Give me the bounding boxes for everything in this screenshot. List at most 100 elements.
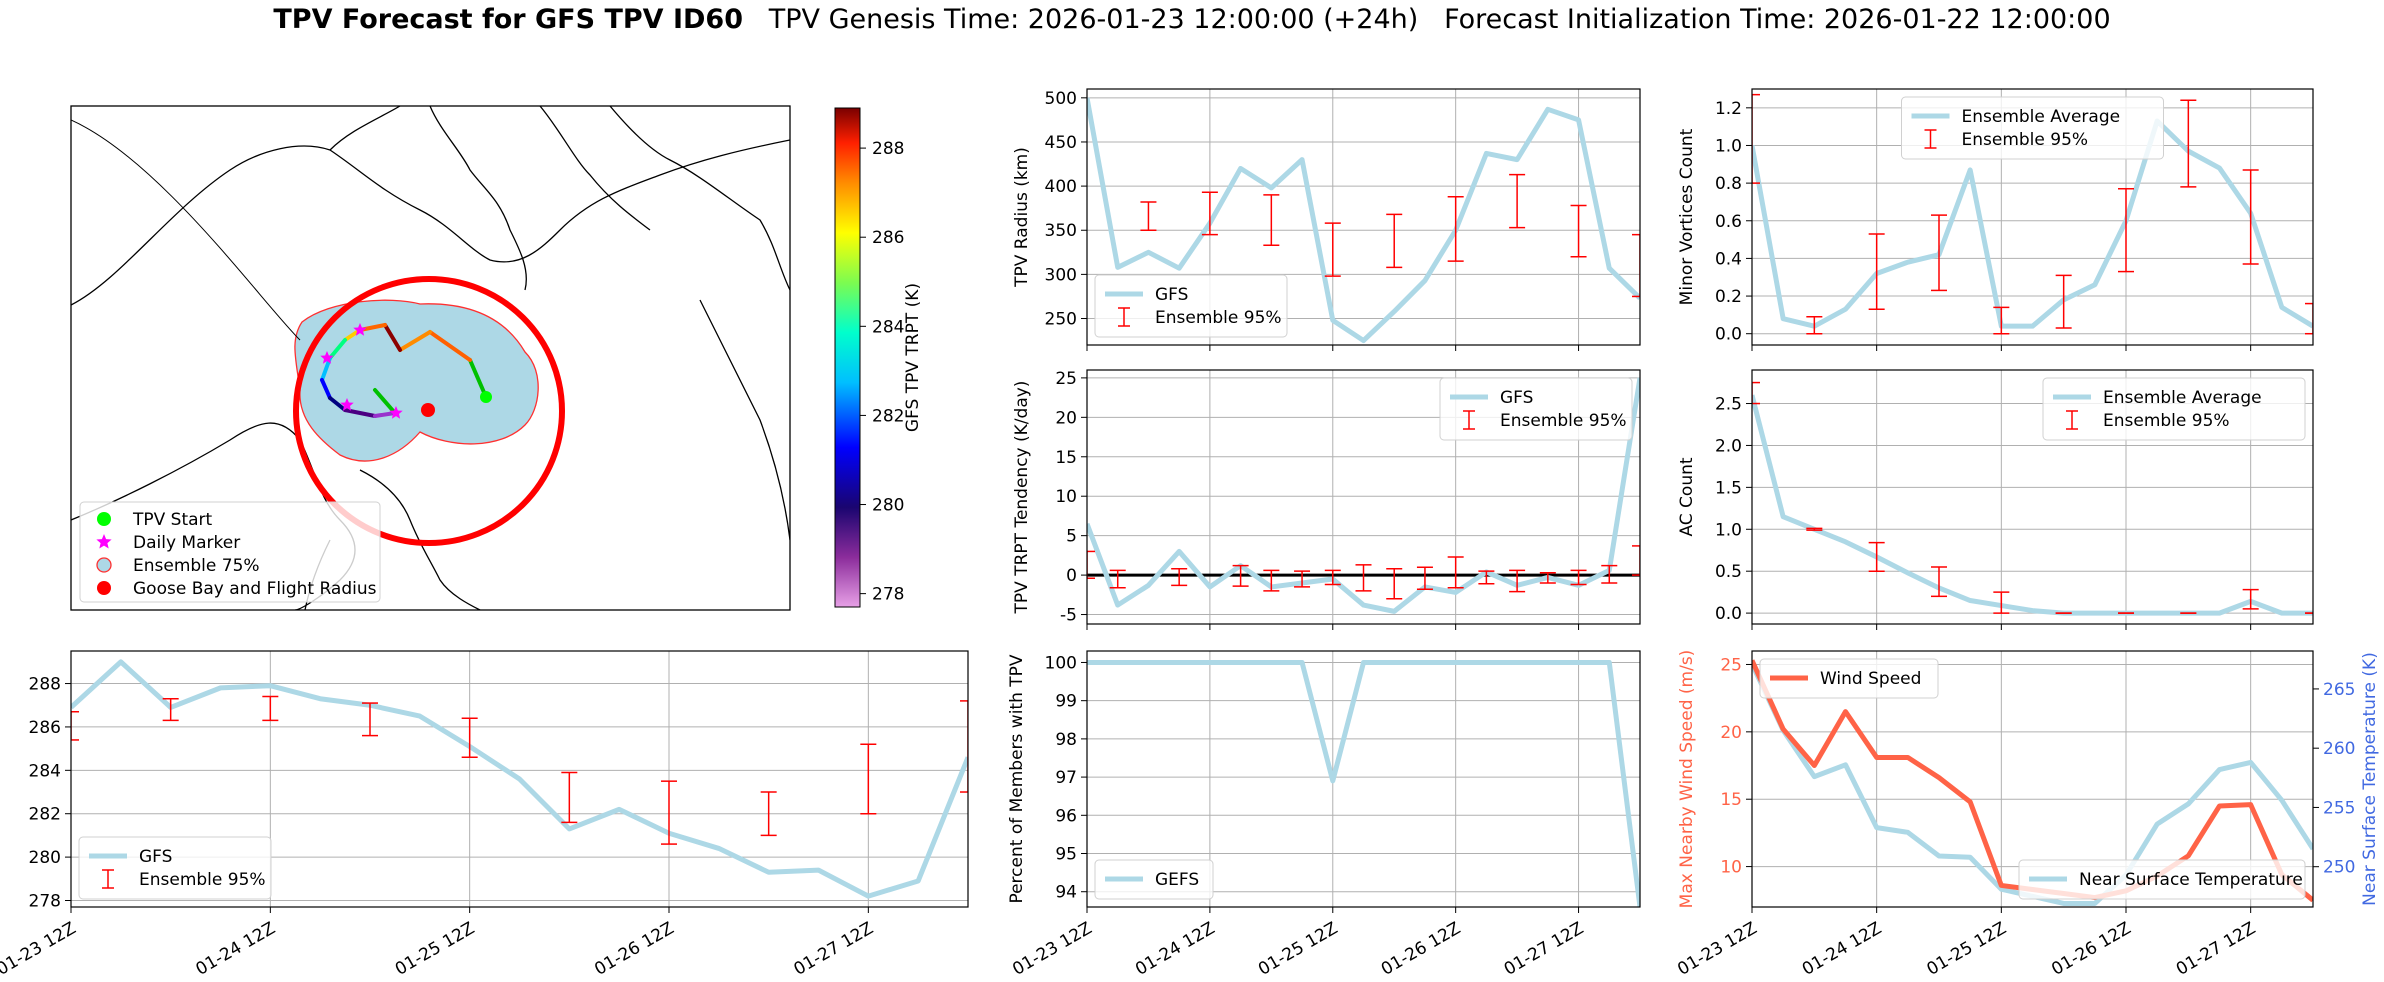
legend-frame xyxy=(1439,377,1633,441)
y-tick-label: 278 xyxy=(29,891,61,911)
errorbar xyxy=(2242,169,2259,265)
x-tick-label: 01-25 12Z xyxy=(392,918,478,979)
y-axis-label: Max Nearby Wind Speed (m/s) xyxy=(1677,650,1697,909)
y-tick-label: 280 xyxy=(29,848,61,868)
y-axis-label: Percent of Members with TPV xyxy=(1007,654,1027,903)
y-tick-label: 98 xyxy=(1055,730,1077,750)
panel-wind: 250 255 260 265 10 15 20 25 01-23 12Z 01-24 12Z 01… xyxy=(1674,650,2380,980)
errorbar xyxy=(1171,568,1188,587)
y-tick-label: 0.0 xyxy=(1715,604,1742,624)
y-tick-label: 250 xyxy=(1045,310,1077,330)
legend-frame xyxy=(2018,859,2306,900)
legend-entry: Wind Speed xyxy=(1820,669,1921,689)
errorbar xyxy=(1509,569,1526,593)
y-tick-label: 1.0 xyxy=(1715,520,1742,540)
y-tick-label: 300 xyxy=(1045,265,1077,285)
legend-entry: GFS xyxy=(1155,285,1188,305)
y-tick-label: 284 xyxy=(29,761,61,781)
legend-entry: Ensemble 95% xyxy=(1962,130,2089,150)
y2-axis-label: Near Surface Temperature (K) xyxy=(2360,652,2380,906)
errorbar xyxy=(2180,99,2197,188)
map-legend: TPV Start Daily Marker Ensemble 75% Goose B… xyxy=(79,501,381,603)
panel-trpt: 278 280 282 284 286 288 01-23 12Z 01-24 12Z 01-2… xyxy=(0,650,969,980)
border-line xyxy=(71,119,301,341)
y-tick-label: 94 xyxy=(1055,883,1077,903)
errorbar xyxy=(1993,591,2010,614)
figure-title-bold: TPV Forecast for GFS TPV ID60 xyxy=(273,4,743,35)
y-tick-label: 25 xyxy=(1055,369,1077,389)
errorbar xyxy=(1868,541,1885,572)
errorbar xyxy=(1447,195,1464,262)
y-axis-label: AC Count xyxy=(1677,457,1697,536)
errorbar xyxy=(1109,569,1126,589)
legend-entry: GFS xyxy=(1500,388,1533,408)
legend-entry: Ensemble 95% xyxy=(2103,411,2230,431)
y-tick-label: 288 xyxy=(29,675,61,695)
figure-title-genesis: TPV Genesis Time: 2026-01-23 12:00:00 (+… xyxy=(768,4,1419,35)
track-segment xyxy=(383,323,402,352)
colorbar-tick-label: 288 xyxy=(872,139,904,159)
legend-entry: TPV Start xyxy=(132,510,213,530)
legend-frame xyxy=(2042,377,2306,441)
errorbar xyxy=(1324,222,1341,277)
legend-ensemble-swatch xyxy=(96,557,112,573)
colorbar-tick-label: 282 xyxy=(872,406,904,426)
errorbar xyxy=(362,702,378,737)
series-line-gfs xyxy=(71,659,968,899)
plot-area xyxy=(1087,377,1640,614)
coastline-greenland xyxy=(609,106,790,541)
y-tick-label: 95 xyxy=(1055,845,1077,865)
plot-area xyxy=(1087,659,1640,907)
colorbar-tick-label: 278 xyxy=(872,585,904,605)
coastline-north-america xyxy=(71,139,790,306)
y-tick-label: 286 xyxy=(29,718,61,738)
axes-frame xyxy=(70,650,969,908)
legend-entry: GEFS xyxy=(1155,870,1199,890)
errorbar xyxy=(2055,274,2072,329)
daily-marker-star xyxy=(340,398,354,411)
legend-daily-swatch xyxy=(96,534,112,549)
series-line-ensemble-average xyxy=(1752,118,2313,329)
x-tick-label: 01-23 12Z xyxy=(0,918,80,979)
y-tick-label: 1.2 xyxy=(1715,99,1742,119)
errorbar xyxy=(960,700,968,793)
errorbar xyxy=(1201,191,1218,236)
errorbar xyxy=(2242,588,2259,610)
x-tick-label: 01-23 12Z xyxy=(1674,918,1760,979)
errorbar xyxy=(71,710,79,741)
colorbar-tick-label: 280 xyxy=(872,496,904,516)
coastline-arctic-islands xyxy=(329,106,651,291)
x-tick-label: 01-24 12Z xyxy=(1132,918,1218,979)
track-segment xyxy=(428,330,472,362)
errorbar xyxy=(1931,566,1947,598)
legend: Ensemble Average Ensemble 95% xyxy=(1901,96,2164,160)
map-area xyxy=(71,106,790,610)
panel-ac: 0.0 0.5 1.0 1.5 2.0 2.5 AC Count xyxy=(1677,369,2314,630)
flight-radius-circle xyxy=(293,276,565,546)
ensemble-75-region xyxy=(294,299,539,462)
legend-frame xyxy=(1094,859,1214,900)
errorbar xyxy=(661,780,677,845)
daily-marker-star xyxy=(320,351,334,364)
y-axis-label: TPV TRPT Tendency (K/day) xyxy=(1012,381,1032,615)
track-segment xyxy=(468,358,488,399)
y-tick-label: 0.5 xyxy=(1715,562,1742,582)
errorbar xyxy=(1294,570,1311,588)
y-tick-label: 10 xyxy=(1055,487,1077,507)
panel-tendency: -5 0 5 10 15 20 25 TPV TRPT Tendency (K/day) xyxy=(1012,369,1641,630)
legend: GEFS xyxy=(1094,859,1214,900)
y-tick-label: 10 xyxy=(1720,858,1742,878)
plot-area xyxy=(1087,97,1640,344)
errorbar xyxy=(1324,569,1341,586)
x-tick-label: 01-26 12Z xyxy=(1378,918,1464,979)
axes-frame xyxy=(1751,369,2314,625)
colorbar-tick-label: 284 xyxy=(872,317,904,337)
errorbar xyxy=(1263,194,1280,246)
legend-entry: Goose Bay and Flight Radius xyxy=(133,579,377,599)
errorbar xyxy=(461,717,478,759)
legend-entry: Ensemble Average xyxy=(2103,388,2262,408)
daily-marker-star xyxy=(353,323,367,336)
axes-frame xyxy=(1086,88,1641,346)
y2-tick-label: 255 xyxy=(2323,798,2355,818)
